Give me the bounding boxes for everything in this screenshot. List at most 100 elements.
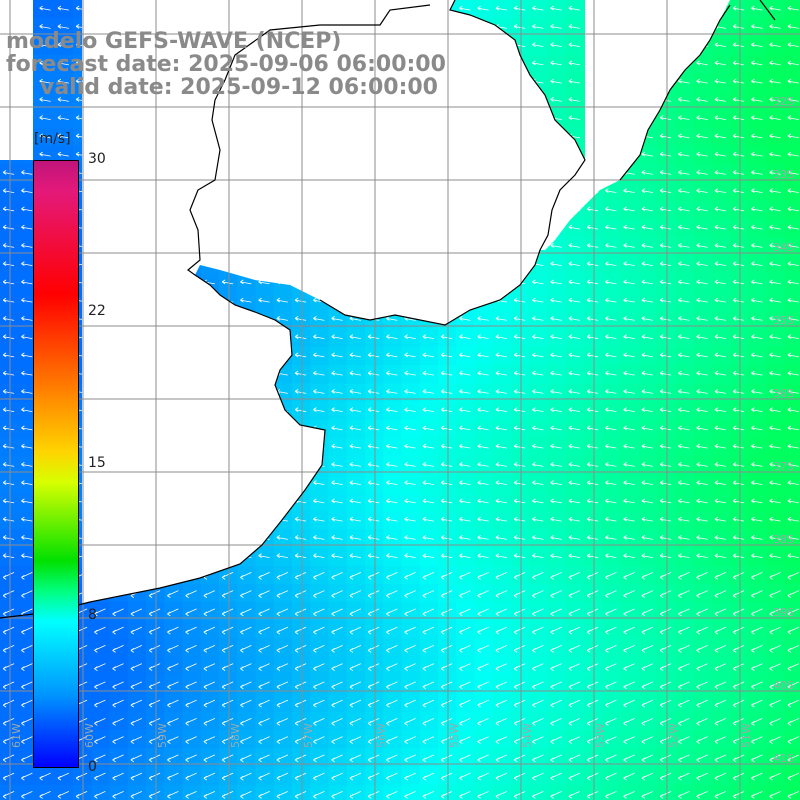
wind-arrow: [130, 608, 143, 617]
wind-arrow: [659, 535, 672, 540]
wind-arrow: [769, 736, 781, 744]
wind-arrow: [641, 645, 654, 653]
wind-arrow: [787, 498, 799, 504]
wind-arrow: [787, 791, 800, 799]
field-cell: [675, 565, 695, 585]
wind-arrow: [586, 425, 599, 431]
wind-arrow: [586, 516, 599, 522]
wind-arrow: [769, 535, 781, 540]
field-cell: [711, 730, 731, 749]
field-cell: [127, 638, 147, 658]
wind-arrow: [751, 645, 763, 653]
field-cell: [456, 584, 476, 603]
wind-arrow: [313, 608, 325, 617]
field-cell: [438, 584, 457, 603]
wind-arrow: [605, 206, 617, 212]
wind-arrow: [2, 590, 15, 598]
wind-arrow: [787, 370, 799, 376]
wind-arrow: [532, 498, 544, 504]
wind-arrow: [532, 425, 544, 431]
wind-arrow: [751, 133, 763, 139]
field-cell: [766, 766, 786, 786]
wind-arrow: [386, 754, 398, 763]
lat-label: 39S: [773, 606, 794, 619]
wind-arrow: [550, 243, 562, 248]
field-cell: [310, 784, 330, 800]
wind-arrow: [349, 718, 362, 726]
wind-arrow: [2, 370, 15, 376]
wind-arrow: [459, 425, 471, 431]
field-cell: [711, 748, 731, 768]
wind-arrow: [258, 553, 270, 559]
field-cell: [292, 584, 311, 603]
wind-arrow: [422, 699, 435, 708]
wind-arrow: [294, 626, 307, 635]
wind-arrow: [386, 626, 398, 635]
wind-arrow: [732, 5, 745, 11]
wind-arrow: [386, 462, 398, 467]
wind-arrow: [331, 407, 343, 413]
wind-arrow: [513, 334, 526, 340]
wind-arrow: [678, 718, 690, 726]
wind-arrow: [513, 754, 526, 763]
wind-arrow: [386, 791, 398, 799]
wind-arrow: [477, 608, 489, 617]
field-cell: [310, 584, 330, 603]
wind-arrow: [21, 224, 33, 230]
wind-arrow: [459, 572, 471, 580]
wind-arrow: [404, 389, 416, 394]
wind-arrow: [2, 316, 15, 321]
wind-arrow: [349, 516, 361, 522]
wind-arrow: [331, 718, 343, 726]
wind-arrow: [94, 681, 106, 690]
wind-arrow: [495, 754, 508, 763]
wind-arrow: [276, 754, 289, 763]
wind-arrow: [203, 626, 216, 635]
wind-arrow: [367, 553, 380, 559]
lat-label: 36S: [773, 387, 794, 400]
field-cell: [273, 675, 293, 695]
wind-arrow: [148, 791, 161, 799]
wind-arrow: [751, 590, 763, 598]
wind-arrow: [568, 425, 580, 431]
wind-arrow: [787, 663, 800, 671]
wind-arrow: [641, 772, 654, 781]
field-cell: [547, 766, 567, 786]
wind-arrow: [769, 151, 781, 157]
field-cell: [584, 638, 603, 658]
wind-arrow: [532, 389, 544, 394]
field-cell: [602, 730, 622, 749]
field-cell: [784, 36, 800, 56]
lat-label: 37S: [773, 460, 794, 473]
field-cell: [693, 620, 713, 640]
wind-arrow: [696, 754, 708, 763]
wind-arrow: [221, 590, 234, 598]
wind-arrow: [459, 699, 471, 708]
field-cell: [292, 657, 311, 676]
wind-arrow: [258, 626, 270, 635]
wind-arrow: [769, 115, 781, 121]
wind-arrow: [313, 480, 325, 486]
wind-arrow: [568, 224, 580, 230]
wind-arrow: [404, 498, 416, 504]
wind-arrow: [678, 170, 690, 175]
wind-arrow: [130, 736, 143, 744]
field-cell: [547, 675, 567, 695]
wind-arrow: [422, 663, 435, 671]
wind-arrow: [751, 42, 763, 48]
wind-arrow: [94, 699, 106, 708]
wind-arrow: [769, 626, 781, 635]
field-cell: [456, 602, 476, 622]
wind-arrow: [386, 681, 398, 690]
wind-arrow: [367, 572, 380, 580]
wind-arrow: [605, 297, 617, 303]
wind-arrow: [495, 480, 507, 486]
wind-arrow: [203, 681, 216, 690]
field-cell: [638, 748, 658, 768]
wind-arrow: [787, 718, 800, 726]
wind-arrow: [258, 736, 270, 744]
lon-label: 53W: [594, 723, 607, 748]
wind-arrow: [568, 334, 580, 340]
wind-arrow: [586, 206, 599, 212]
wind-arrow: [568, 42, 580, 48]
